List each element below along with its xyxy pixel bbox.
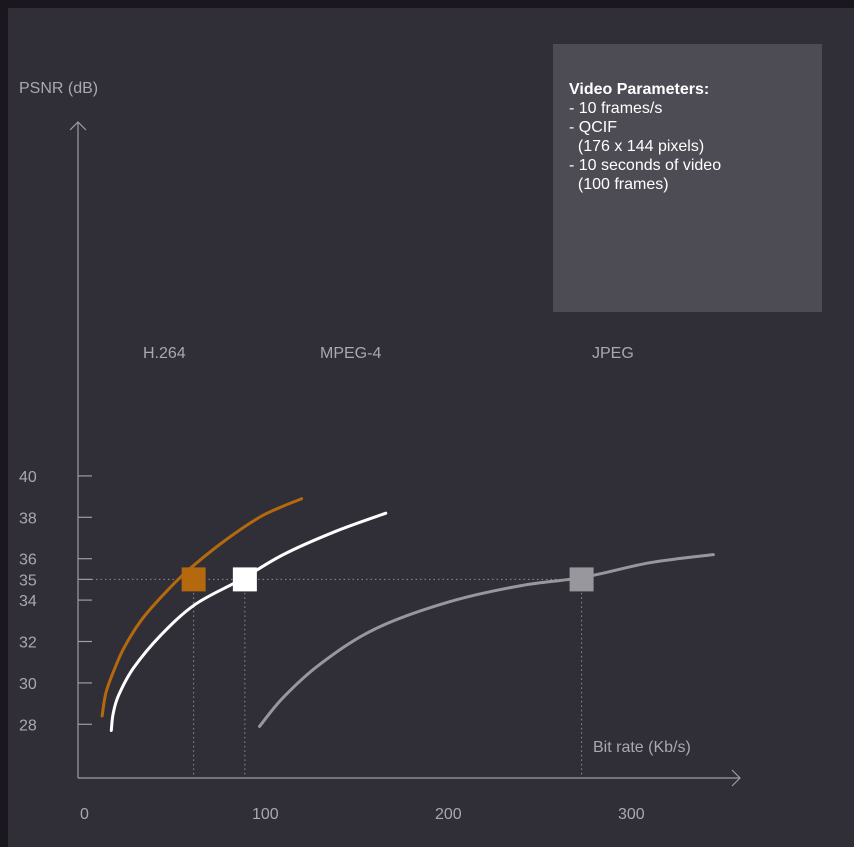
- y-tick-label: 28: [19, 717, 37, 734]
- y-axis-arrow-icon: [69, 121, 87, 131]
- parameters-line: (100 frames): [569, 176, 669, 193]
- parameters-box: Video Parameters: - 10 frames/s - QCIF (…: [553, 44, 822, 312]
- x-tick-label: 0: [80, 806, 89, 823]
- y-ticks: 28 30 32 34 35 36 38 40: [19, 469, 92, 734]
- y-tick-label: 32: [19, 635, 37, 652]
- x-ticks: 0 100 200 300: [80, 806, 645, 823]
- series-curve: [258, 553, 715, 728]
- series-marker: [569, 567, 594, 592]
- series-label-mpeg4: MPEG-4: [320, 345, 381, 362]
- y-tick-label: 40: [19, 469, 37, 486]
- parameters-line: (176 x 144 pixels): [569, 138, 704, 155]
- x-tick-label: 300: [618, 806, 645, 823]
- parameters-background: [553, 44, 822, 312]
- series-labels: H.264 MPEG-4 JPEG: [143, 345, 634, 362]
- x-axis-title: Bit rate (Kb/s): [593, 739, 691, 756]
- parameters-line: - 10 frames/s: [569, 100, 662, 117]
- y-tick-label: 38: [19, 510, 37, 527]
- x-tick-label: 100: [252, 806, 279, 823]
- series-curve: [100, 497, 304, 718]
- series-label-h264: H.264: [143, 345, 186, 362]
- parameters-title: Video Parameters:: [569, 81, 709, 98]
- series-curves: [100, 497, 715, 732]
- series-marker: [232, 567, 257, 592]
- guide-lines: [78, 578, 583, 778]
- axes: PSNR (dB) Bit rate (Kb/s): [19, 80, 741, 787]
- parameters-line: - 10 seconds of video: [569, 157, 721, 174]
- series-curve: [109, 511, 388, 732]
- series-marker: [181, 567, 206, 592]
- y-tick-label: 36: [19, 552, 37, 569]
- x-axis-arrow-icon: [731, 769, 741, 787]
- y-tick-label: 35: [19, 572, 37, 589]
- parameters-line: - QCIF: [569, 119, 617, 136]
- y-tick-label: 34: [19, 593, 37, 610]
- y-axis-title: PSNR (dB): [19, 80, 98, 97]
- series-label-jpeg: JPEG: [592, 345, 634, 362]
- y-tick-label: 30: [19, 676, 37, 693]
- series-markers: [181, 567, 594, 592]
- x-tick-label: 200: [435, 806, 462, 823]
